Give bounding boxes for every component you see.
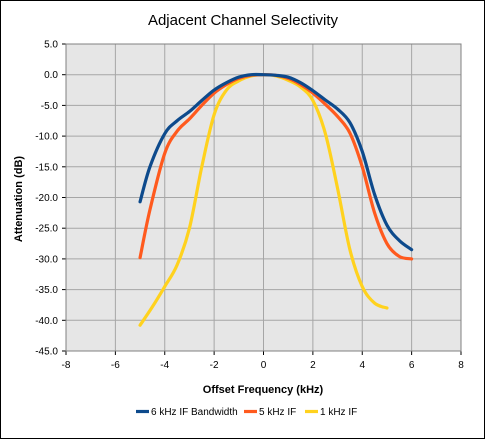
y-tick-label: 5.0 [44, 40, 58, 51]
y-tick-label: -45.0 [35, 347, 58, 358]
y-tick-label: -30.0 [35, 254, 58, 265]
y-tick-label: -10.0 [35, 132, 58, 143]
x-tick-label: 0 [261, 360, 267, 371]
legend: 6 kHz IF Bandwidth 5 kHz IF 1 kHz IF [136, 407, 357, 418]
y-axis-label: Attenuation (dB) [13, 156, 25, 242]
x-tick-label: -2 [210, 360, 219, 371]
x-tick-label: -8 [62, 360, 71, 371]
plot-border [65, 43, 462, 352]
legend-label-1: 6 kHz IF Bandwidth [151, 407, 238, 418]
x-tick-label: 8 [458, 360, 464, 371]
y-tick-label: -40.0 [35, 316, 58, 327]
y-tick-label: -15.0 [35, 162, 58, 173]
y-tick-label: -20.0 [35, 193, 58, 204]
x-axis-label: Offset Frequency (kHz) [203, 384, 324, 396]
legend-label-3: 1 kHz IF [320, 407, 357, 418]
x-tick-label: 4 [359, 360, 365, 371]
plot-area: 5.0 0.0 -5.0 -10.0 -15.0 -20.0 -25.0 -30.0 -35.0… [35, 40, 464, 372]
x-tick-label: -6 [111, 360, 120, 371]
y-tick-label: 0.0 [44, 70, 58, 81]
legend-label-2: 5 kHz IF [259, 407, 296, 418]
chart-title: Adjacent Channel Selectivity [148, 12, 339, 29]
y-tick-label: -35.0 [35, 285, 58, 296]
x-tick-label: -4 [160, 360, 169, 371]
x-tick-label: 6 [409, 360, 415, 371]
y-tick-label: -5.0 [41, 101, 59, 112]
y-tick-label: -25.0 [35, 224, 58, 235]
x-tick-label: 2 [310, 360, 316, 371]
series-line-1 [138, 72, 414, 252]
